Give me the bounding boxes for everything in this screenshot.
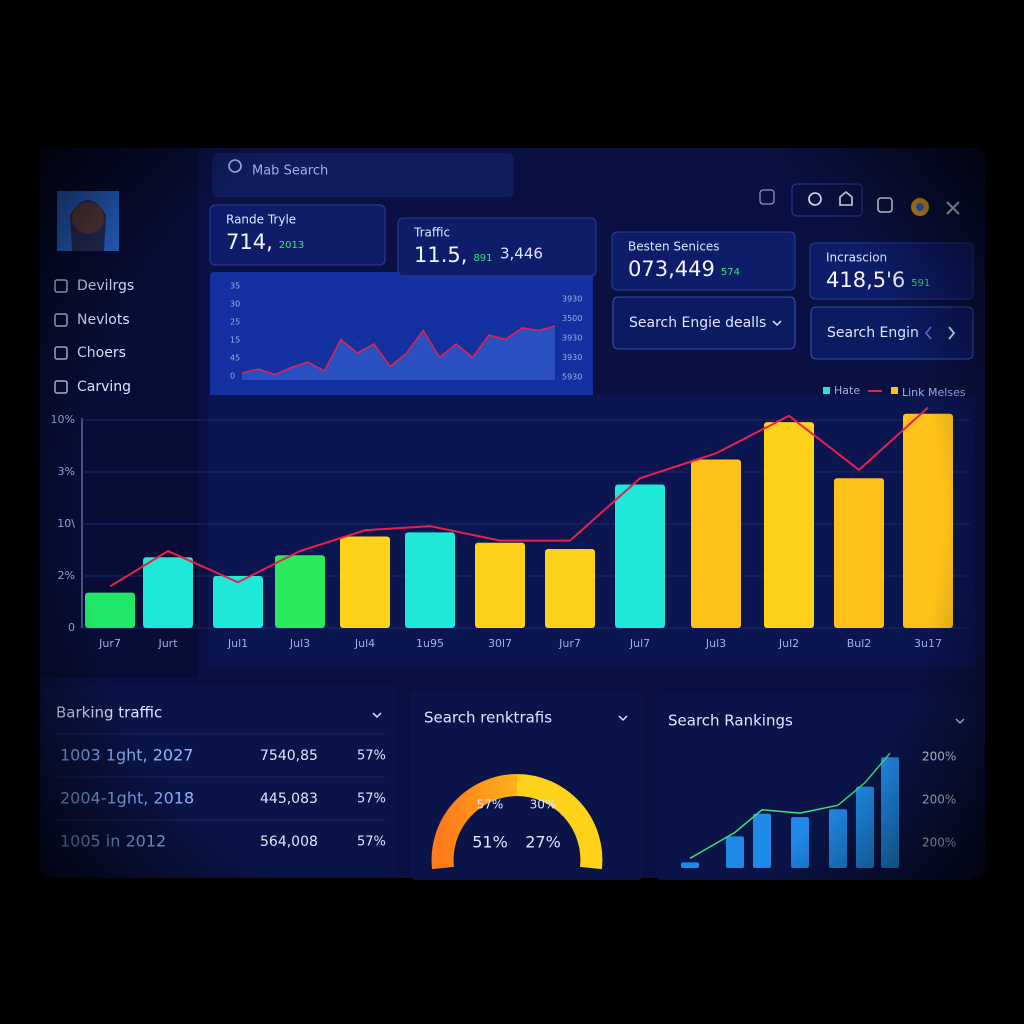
nav-item[interactable]: Devilrgs: [77, 278, 134, 294]
rank-axis-label: 200%: [922, 750, 956, 764]
y-tick-label: 10%: [51, 413, 75, 426]
mini-left-label: 15: [230, 336, 240, 345]
stat-title: Traffic: [413, 226, 450, 240]
bar: [691, 459, 741, 628]
legend-swatch: [823, 387, 830, 394]
stat-title: Rande Tryle: [226, 213, 296, 227]
table-cell: 1003 1ght, 2027: [60, 746, 193, 765]
donut-label: 57%: [477, 798, 504, 812]
bar: [405, 532, 455, 628]
legend-swatch: [891, 387, 898, 394]
table-cell: 57%: [357, 835, 386, 850]
table-cell: 57%: [357, 792, 386, 807]
bar: [85, 592, 135, 628]
x-tick-label: Jul7: [629, 637, 650, 650]
table-cell: 1005 in 2012: [60, 832, 166, 851]
bar: [213, 576, 263, 628]
mini-right-label: 3930: [562, 353, 582, 362]
table-cell: 57%: [357, 749, 386, 764]
stat-extra: 3,446: [500, 245, 543, 263]
x-tick-label: Jul3: [289, 637, 310, 650]
rank-bar: [753, 813, 771, 868]
x-tick-label: 30l7: [488, 637, 512, 650]
panel-title: Search Rankings: [668, 712, 793, 730]
donut-label: 27%: [525, 833, 561, 852]
nav-item[interactable]: Nevlots: [77, 312, 130, 328]
mini-left-label: 0: [230, 372, 235, 381]
donut-label: 30%: [530, 798, 557, 812]
search-placeholder: Mab Search: [252, 164, 328, 179]
rank-bar: [726, 836, 744, 868]
x-tick-label: Bul2: [847, 637, 872, 650]
x-tick-label: Jur7: [558, 637, 581, 650]
x-tick-label: Jul2: [778, 637, 799, 650]
x-tick-label: Jul3: [705, 637, 726, 650]
y-tick-label: 0: [68, 621, 75, 634]
y-tick-label: 2%: [58, 569, 75, 582]
stat-title: Incrascion: [826, 251, 887, 265]
mini-right-label: 3930: [562, 295, 582, 304]
x-tick-label: Jur7: [98, 637, 121, 650]
bar: [275, 555, 325, 628]
rank-axis-label: 200%: [922, 793, 956, 807]
bar: [834, 478, 884, 628]
mini-left-label: 30: [230, 300, 240, 309]
x-tick-label: Jurt: [157, 637, 178, 650]
table-cell: 7540,85: [260, 748, 318, 764]
donut-label: 51%: [472, 833, 508, 852]
mini-left-label: 35: [230, 282, 240, 291]
y-tick-label: 10\: [57, 517, 75, 530]
stat-value: 714,: [226, 230, 273, 254]
x-tick-label: Jul1: [227, 637, 248, 650]
nav-item[interactable]: Choers: [77, 345, 126, 361]
stat-title: Besten Senices: [628, 240, 720, 254]
table-cell: 2004-1ght, 2018: [60, 789, 194, 808]
mini-left-label: 45: [230, 354, 240, 363]
rank-bar: [791, 817, 809, 868]
stat-value: 073,449: [628, 257, 715, 281]
dropdown-label: Search Engie dealls: [629, 315, 766, 331]
x-tick-label: 1u95: [416, 637, 444, 650]
table-cell: 564,008: [260, 834, 318, 850]
panel-title: Barking traffic: [56, 704, 162, 722]
bar: [615, 484, 665, 628]
nav-item[interactable]: Carving: [77, 379, 131, 395]
mini-right-label: 5930: [562, 373, 582, 382]
stat-sub: 2013: [279, 240, 304, 251]
stat-sub: 891: [473, 253, 492, 264]
x-tick-label: Jul4: [354, 637, 375, 650]
bar: [340, 536, 390, 628]
stat-value: 11.5,: [414, 243, 467, 267]
rank-bar: [681, 862, 699, 868]
rank-bar: [829, 809, 847, 868]
x-tick-label: 3u17: [914, 637, 942, 650]
rank-axis-label: 200%: [922, 836, 956, 850]
mini-right-label: 3930: [562, 334, 582, 343]
bar: [545, 548, 595, 628]
stat-sub: 591: [911, 278, 930, 289]
dropdown-label: Search Engin: [827, 325, 919, 341]
icon: [916, 203, 924, 211]
legend-label: Link Melses: [902, 386, 966, 399]
rank-bar: [881, 757, 899, 868]
stat-value: 418,5'6: [826, 268, 905, 292]
mini-left-label: 25: [230, 318, 240, 327]
avatar-hair: [70, 200, 106, 251]
table-cell: 445,083: [260, 791, 318, 807]
legend-label: Hate: [834, 384, 860, 397]
bar: [475, 542, 525, 628]
y-tick-label: 3%: [58, 465, 75, 478]
bar: [764, 422, 814, 628]
bar: [143, 557, 193, 628]
stat-sub: 574: [721, 267, 740, 278]
mini-right-label: 3500: [562, 314, 582, 323]
rank-bar: [856, 786, 874, 868]
panel-title: Search renktrafis: [424, 709, 552, 727]
bar: [903, 413, 953, 628]
